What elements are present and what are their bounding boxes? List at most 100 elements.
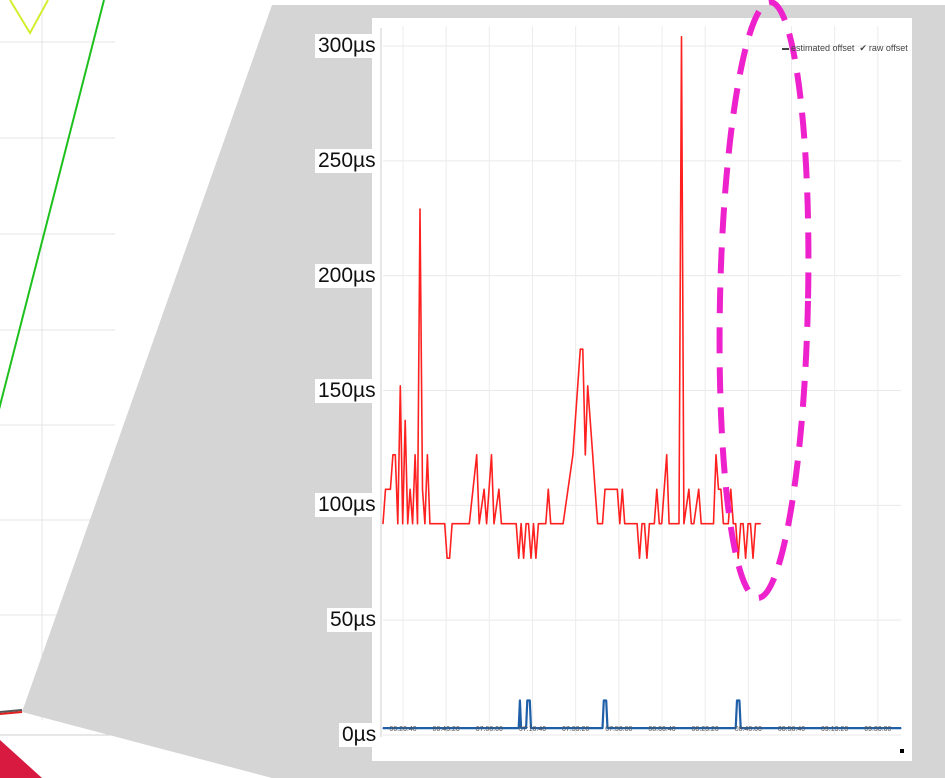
chart-legend: estimated offset ✔ raw offset (782, 43, 908, 54)
data-point-raw-offset (637, 523, 638, 524)
data-point-raw-offset (706, 523, 707, 524)
data-point-raw-offset (755, 523, 756, 524)
data-point-raw-offset (735, 523, 736, 524)
data-point-estimated-offset (900, 728, 901, 729)
x-tick-label: 08:23:20 (692, 726, 719, 733)
data-point-raw-offset (385, 489, 386, 490)
data-point-raw-offset (688, 489, 689, 490)
data-point-raw-offset (740, 523, 741, 524)
data-point-raw-offset (587, 385, 588, 386)
data-point-raw-offset (417, 523, 418, 524)
data-point-raw-offset (602, 523, 603, 524)
x-tick-label: 07:16:40 (519, 726, 546, 733)
data-point-estimated-offset (606, 700, 607, 701)
data-point-estimated-offset (382, 728, 383, 729)
legend-estimated-offset-swatch (782, 48, 789, 50)
plot-background (372, 18, 912, 761)
data-point-raw-offset (540, 523, 541, 524)
data-point-raw-offset (390, 489, 391, 490)
data-point-raw-offset (627, 523, 628, 524)
data-point-raw-offset (743, 523, 744, 524)
data-point-raw-offset (666, 454, 667, 455)
data-point-raw-offset (649, 523, 650, 524)
data-point-raw-offset (617, 489, 618, 490)
data-point-raw-offset (597, 523, 598, 524)
data-point-estimated-offset (739, 700, 740, 701)
data-point-raw-offset (572, 454, 573, 455)
data-point-raw-offset (669, 523, 670, 524)
data-point-raw-offset (523, 558, 524, 559)
data-point-raw-offset (424, 523, 425, 524)
data-point-raw-offset (733, 523, 734, 524)
data-point-raw-offset (619, 523, 620, 524)
data-point-raw-offset (538, 523, 539, 524)
y-tick-label: 300µs (315, 34, 379, 58)
data-point-raw-offset (580, 349, 581, 350)
data-point-raw-offset (760, 523, 761, 524)
data-point-raw-offset (728, 523, 729, 524)
data-point-raw-offset (750, 523, 751, 524)
data-point-estimated-offset (602, 728, 603, 729)
data-point-raw-offset (449, 558, 450, 559)
data-point-raw-offset (533, 523, 534, 524)
data-point-raw-offset (681, 36, 682, 37)
data-point-raw-offset (604, 489, 605, 490)
data-point-raw-offset (582, 349, 583, 350)
data-point-raw-offset (595, 489, 596, 490)
y-tick-label: 0µs (339, 723, 379, 747)
data-point-raw-offset (639, 558, 640, 559)
legend-raw-offset[interactable]: raw offset (869, 43, 908, 53)
data-point-raw-offset (548, 489, 549, 490)
data-point-estimated-offset (603, 700, 604, 701)
data-point-raw-offset (646, 558, 647, 559)
data-point-raw-offset (624, 523, 625, 524)
legend-estimated-offset[interactable]: estimated offset (791, 43, 854, 53)
data-point-raw-offset (592, 454, 593, 455)
y-tick-label: 150µs (315, 379, 379, 403)
data-point-raw-offset (444, 523, 445, 524)
data-point-raw-offset (407, 523, 408, 524)
data-point-raw-offset (491, 454, 492, 455)
x-tick-label: 08:40:00 (735, 726, 762, 733)
data-point-raw-offset (752, 558, 753, 559)
data-point-raw-offset (498, 489, 499, 490)
data-point-raw-offset (678, 523, 679, 524)
data-point-raw-offset (691, 523, 692, 524)
data-point-raw-offset (703, 523, 704, 524)
data-point-raw-offset (661, 523, 662, 524)
data-point-raw-offset (641, 523, 642, 524)
data-point-raw-offset (429, 523, 430, 524)
data-point-raw-offset (400, 385, 401, 386)
data-point-raw-offset (659, 523, 660, 524)
data-point-raw-offset (567, 489, 568, 490)
x-tick-label: 06:26:40 (389, 726, 416, 733)
data-point-raw-offset (412, 523, 413, 524)
corner-dot (900, 749, 904, 753)
data-point-raw-offset (410, 489, 411, 490)
data-point-raw-offset (683, 523, 684, 524)
y-tick-label: 50µs (327, 608, 379, 632)
data-point-estimated-offset (529, 700, 530, 701)
data-point-raw-offset (484, 489, 485, 490)
data-point-raw-offset (493, 523, 494, 524)
data-point-raw-offset (419, 209, 420, 210)
data-point-raw-offset (701, 523, 702, 524)
data-point-raw-offset (698, 489, 699, 490)
y-tick-label: 100µs (315, 493, 379, 517)
data-point-raw-offset (553, 523, 554, 524)
data-point-raw-offset (563, 523, 564, 524)
data-point-raw-offset (550, 523, 551, 524)
data-point-raw-offset (479, 523, 480, 524)
data-point-raw-offset (486, 523, 487, 524)
data-point-raw-offset (516, 523, 517, 524)
x-tick-label: 09:30:00 (864, 726, 891, 733)
data-point-raw-offset (526, 523, 527, 524)
data-point-estimated-offset (736, 700, 737, 701)
x-tick-label: 07:00:00 (476, 726, 503, 733)
data-point-raw-offset (718, 489, 719, 490)
x-tick-label: 08:06:40 (648, 726, 675, 733)
check-icon: ✔ (859, 43, 867, 54)
data-point-raw-offset (730, 489, 731, 490)
data-point-raw-offset (745, 558, 746, 559)
x-tick-label: 09:13:20 (821, 726, 848, 733)
